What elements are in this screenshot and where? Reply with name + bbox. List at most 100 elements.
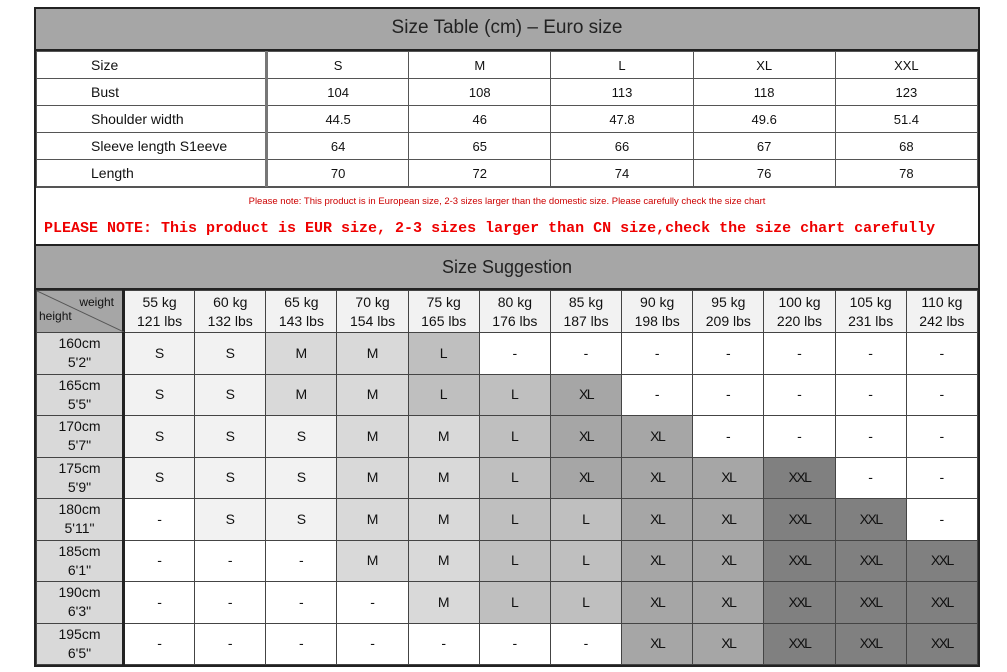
height-header: 170cm 5'7" xyxy=(36,415,125,458)
weight-header: 95 kg 209 lbs xyxy=(692,290,765,333)
size-table-cell: 113 xyxy=(550,78,694,106)
height-ft: 6'5" xyxy=(67,644,92,661)
height-cm: 165cm xyxy=(58,376,101,393)
suggested-size: S xyxy=(122,332,196,375)
height-cm: 190cm xyxy=(58,584,101,601)
suggested-size: - xyxy=(763,332,836,375)
suggested-size: - xyxy=(905,415,979,458)
weight-lbs: 220 lbs xyxy=(776,312,823,329)
suggested-size: - xyxy=(194,622,267,665)
height-cm: 160cm xyxy=(58,335,101,352)
size-table-row: Size S M L XL XXL xyxy=(36,51,979,79)
height-ft: 5'2" xyxy=(67,354,92,371)
weight-header: 80 kg 176 lbs xyxy=(478,290,551,333)
suggested-size: M xyxy=(336,332,409,375)
suggested-size: M xyxy=(407,415,480,458)
size-table-cell: 44.5 xyxy=(265,105,410,133)
suggested-size: XXL xyxy=(834,498,907,541)
weight-lbs: 176 lbs xyxy=(492,312,538,329)
size-table-row: Length 70 72 74 76 78 xyxy=(36,159,979,187)
suggestion-row: 175cm 5'9" S S S M M L XL XL XL XXL - - xyxy=(36,456,979,499)
weight-header: 100 kg 220 lbs xyxy=(763,290,836,333)
suggested-size: XL xyxy=(692,498,765,541)
size-table-cell: 78 xyxy=(834,159,979,187)
size-table-cell: M xyxy=(408,51,552,79)
suggested-size: S xyxy=(194,415,267,458)
weight-lbs: 154 lbs xyxy=(349,312,396,329)
size-table-row: Shoulder width 44.5 46 47.8 49.6 51.4 xyxy=(36,105,979,133)
suggested-size: XL xyxy=(621,498,694,541)
size-chart: Size Table (cm) – Euro size Size S M L XL XXL… xyxy=(34,7,980,667)
height-header: 195cm 6'5" xyxy=(36,622,125,665)
suggested-size: M xyxy=(407,539,480,582)
size-table-cell: 123 xyxy=(834,78,979,106)
suggested-size: XL xyxy=(621,539,694,582)
suggested-size: XXL xyxy=(763,581,836,624)
suggested-size: XXL xyxy=(763,622,836,665)
weight-kg: 60 kg xyxy=(213,293,248,310)
size-table-cell: 70 xyxy=(265,159,410,187)
height-header: 175cm 5'9" xyxy=(36,456,125,499)
size-table-cell: 49.6 xyxy=(692,105,836,133)
weight-kg: 110 kg xyxy=(921,293,963,310)
suggested-size: XXL xyxy=(905,622,979,665)
suggestion-row: 190cm 6'3" - - - - M L L XL XL XXL XXL XXL xyxy=(36,581,979,624)
corner-cell: weight height xyxy=(36,290,125,333)
corner-weight-label: weight xyxy=(79,295,114,309)
size-suggestion-table: weight height 55 kg 121 lbs 60 kg 132 lbs 65… xyxy=(36,290,979,665)
weight-lbs: 231 lbs xyxy=(848,312,894,329)
suggested-size: - xyxy=(763,415,836,458)
note-small: Please note: This product is in European… xyxy=(248,196,766,207)
suggested-size: S xyxy=(122,456,196,499)
suggested-size: S xyxy=(265,415,338,458)
weight-header: 110 kg 242 lbs xyxy=(905,290,979,333)
height-ft: 5'7" xyxy=(67,437,92,454)
height-cm: 180cm xyxy=(58,501,101,518)
row-label: Size xyxy=(36,51,268,79)
row-label: Shoulder width xyxy=(36,105,268,133)
size-table-row: Sleeve length S1eeve 64 65 66 67 68 xyxy=(36,132,979,160)
suggested-size: M xyxy=(336,373,409,416)
suggestion-row: 165cm 5'5" S S M M L L XL - - - - - xyxy=(36,373,979,416)
suggested-size: L xyxy=(478,415,551,458)
weight-header: 85 kg 187 lbs xyxy=(549,290,623,333)
suggested-size: M xyxy=(407,498,480,541)
suggested-size: S xyxy=(122,415,196,458)
note-large: PLEASE NOTE: This product is EUR size, 2… xyxy=(44,220,936,237)
suggested-size: S xyxy=(265,456,338,499)
suggested-size: XXL xyxy=(905,581,979,624)
suggested-size: - xyxy=(834,456,907,499)
suggested-size: - xyxy=(478,332,551,375)
suggested-size: M xyxy=(336,415,409,458)
suggested-size: M xyxy=(265,373,338,416)
suggested-size: - xyxy=(549,332,623,375)
weight-lbs: 187 lbs xyxy=(563,312,609,329)
suggested-size: - xyxy=(478,622,551,665)
height-header: 165cm 5'5" xyxy=(36,373,125,416)
suggested-size: S xyxy=(122,373,196,416)
suggested-size: L xyxy=(407,332,480,375)
suggested-size: M xyxy=(336,498,409,541)
height-cm: 175cm xyxy=(58,459,101,476)
suggested-size: L xyxy=(478,539,551,582)
weight-lbs: 242 lbs xyxy=(919,312,965,329)
suggested-size: - xyxy=(194,539,267,582)
weight-lbs: 209 lbs xyxy=(705,312,751,329)
size-table-cell: 74 xyxy=(550,159,694,187)
weight-kg: 105 kg xyxy=(849,293,892,310)
suggested-size: L xyxy=(549,581,623,624)
suggestion-row: 180cm 5'11" - S S M M L L XL XL XXL XXL - xyxy=(36,498,979,541)
suggested-size: - xyxy=(122,539,196,582)
suggested-size: XL xyxy=(621,415,694,458)
size-table-cell: 51.4 xyxy=(834,105,979,133)
height-header: 160cm 5'2" xyxy=(36,332,125,375)
suggested-size: - xyxy=(834,415,907,458)
suggested-size: L xyxy=(478,581,551,624)
height-cm: 185cm xyxy=(58,542,101,559)
suggested-size: XXL xyxy=(763,539,836,582)
weight-kg: 85 kg xyxy=(568,293,604,310)
size-table-cell: S xyxy=(265,51,410,79)
suggested-size: XL xyxy=(549,456,623,499)
height-ft: 6'1" xyxy=(67,561,92,578)
size-table-cell: XL xyxy=(692,51,836,79)
